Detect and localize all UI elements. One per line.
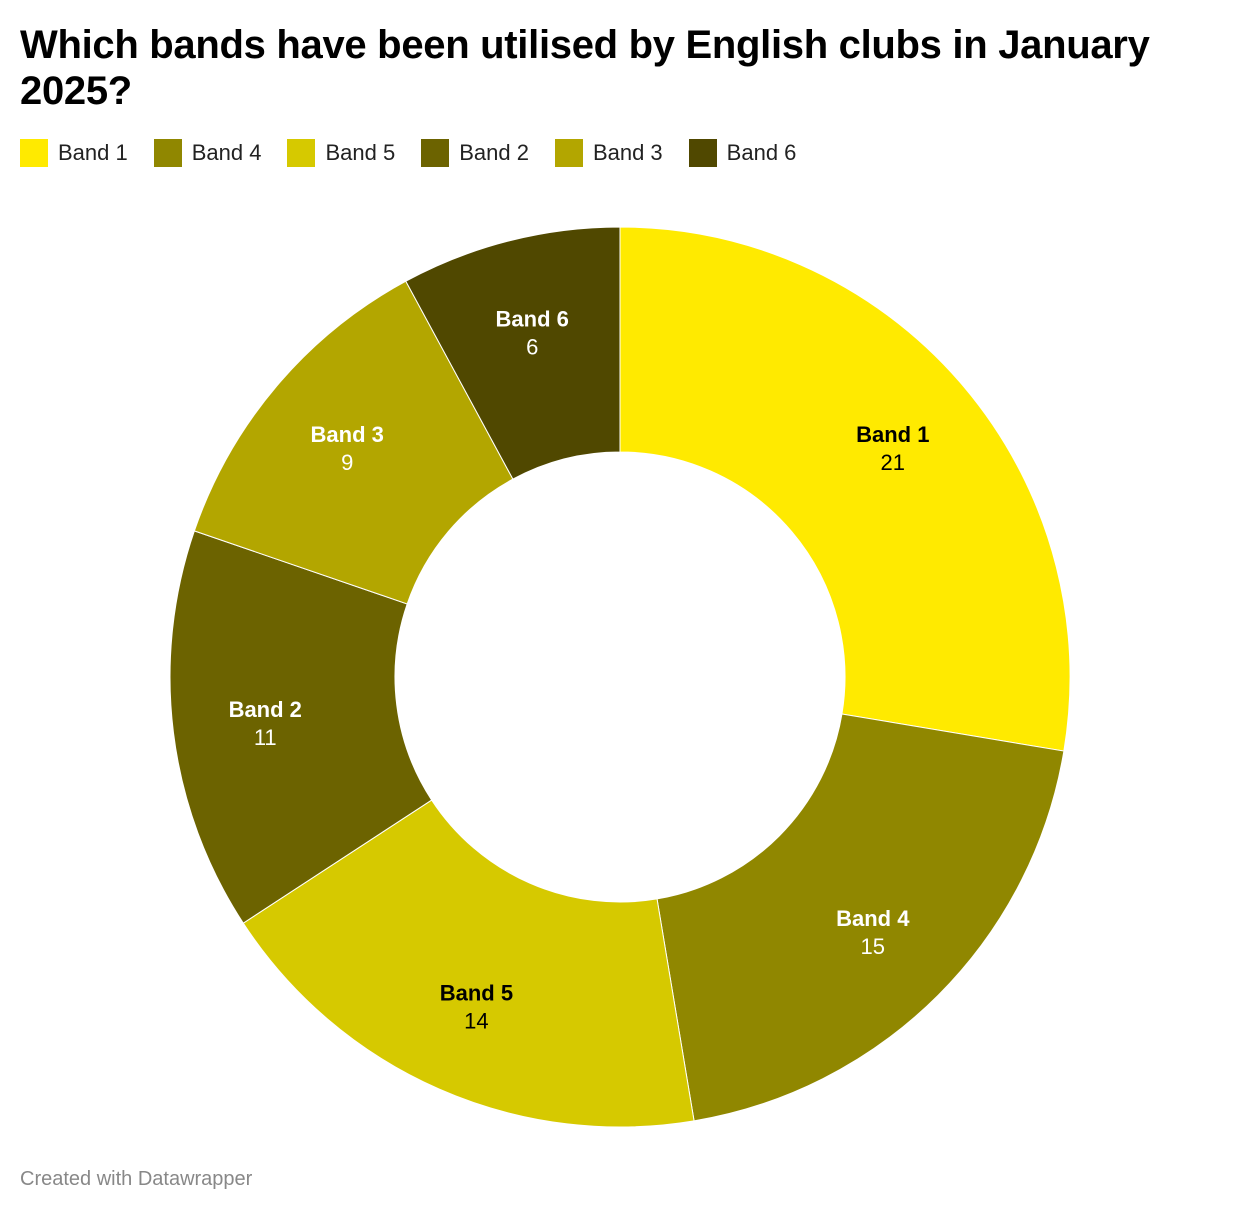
slice-value: 9 xyxy=(341,450,353,475)
chart-title: Which bands have been utilised by Englis… xyxy=(20,23,1150,113)
legend-item: Band 5 xyxy=(287,139,395,167)
slice-value: 15 xyxy=(861,934,885,959)
legend-label: Band 4 xyxy=(191,140,262,165)
slice-label: Band 3 xyxy=(311,422,384,447)
legend-item: Band 1 xyxy=(20,139,128,167)
donut-slice xyxy=(193,280,514,605)
slice-value: 6 xyxy=(526,334,538,359)
legend-item: Band 4 xyxy=(153,139,262,167)
footer-credit: Created with Datawrapper xyxy=(20,1168,253,1190)
legend-label: Band 6 xyxy=(726,140,797,165)
legend-item: Band 2 xyxy=(421,139,529,167)
slice-label: Band 5 xyxy=(440,980,513,1005)
legend-swatch xyxy=(20,139,48,167)
legend-item: Band 3 xyxy=(554,139,663,167)
legend-swatch xyxy=(554,139,583,167)
legend-swatch xyxy=(287,139,316,167)
legend-swatch xyxy=(153,139,182,167)
donut-slice xyxy=(242,799,695,1128)
legend-label: Band 1 xyxy=(58,140,128,165)
donut-slice xyxy=(169,530,433,924)
legend-swatch xyxy=(421,139,450,167)
legend-item: Band 6 xyxy=(688,139,797,167)
legend-swatch xyxy=(688,139,717,167)
slice-label: Band 6 xyxy=(496,306,569,331)
legend-label: Band 2 xyxy=(459,140,529,165)
slice-label: Band 2 xyxy=(229,697,302,722)
legend-label: Band 5 xyxy=(325,140,396,165)
legend-label: Band 3 xyxy=(592,140,663,165)
donut-slice xyxy=(619,226,1071,752)
donut-slice xyxy=(405,226,621,480)
slice-label: Band 1 xyxy=(856,422,929,447)
slice-value: 21 xyxy=(881,450,905,475)
slice-value: 14 xyxy=(464,1008,488,1033)
slice-label: Band 4 xyxy=(836,906,910,931)
donut-slice xyxy=(656,713,1065,1122)
slice-value: 11 xyxy=(254,725,277,750)
legend: Band 1 Band 4 Band 5 Band 2 Band 3 Band 6 xyxy=(20,139,822,167)
